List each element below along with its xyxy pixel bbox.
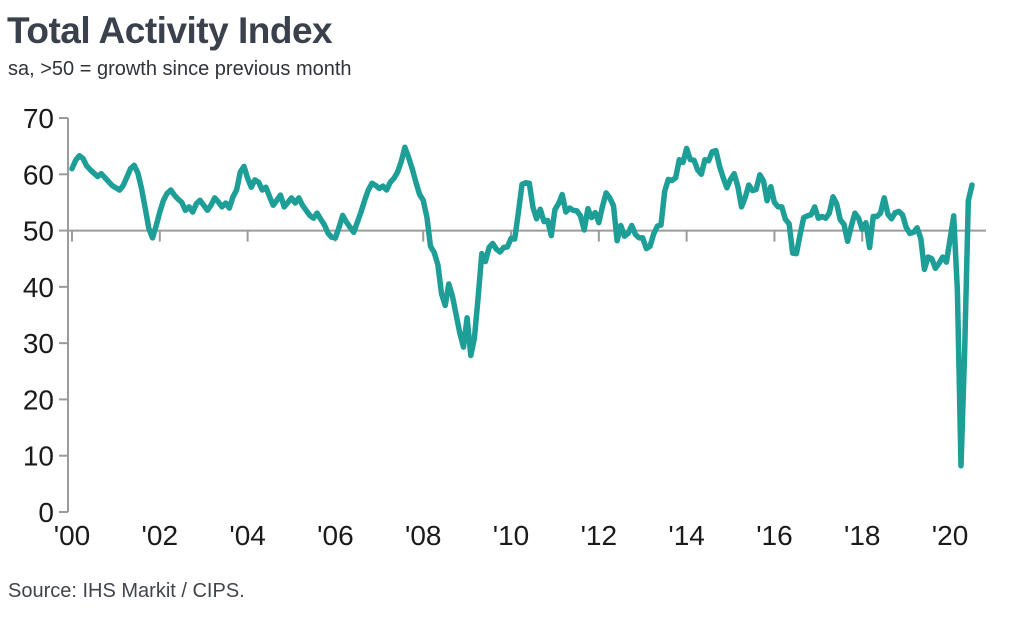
chart-subtitle: sa, >50 = growth since previous month (8, 58, 352, 80)
y-axis-label: 10 (23, 441, 54, 472)
y-axis-label: 50 (23, 216, 54, 247)
y-axis-label: 30 (23, 328, 54, 359)
x-axis-label: '20 (932, 520, 969, 551)
x-axis-label: '02 (142, 520, 179, 551)
total-activity-index-line (69, 144, 975, 469)
y-axis-label: 70 (23, 103, 54, 134)
x-axis-label: '06 (317, 520, 354, 551)
x-axis-label: '08 (405, 520, 442, 551)
x-axis-label: '16 (756, 520, 793, 551)
y-axis-label: 40 (23, 272, 54, 303)
x-axis-label: '00 (54, 520, 91, 551)
x-axis-label: '12 (581, 520, 618, 551)
y-axis-label: 0 (38, 497, 54, 528)
x-axis-label: '14 (668, 520, 705, 551)
y-axis-label: 60 (23, 159, 54, 190)
x-axis-label: '04 (229, 520, 266, 551)
x-axis-label: '10 (493, 520, 530, 551)
chart-title: Total Activity Index (7, 10, 333, 51)
source-note: Source: IHS Markit / CIPS. (8, 580, 245, 602)
x-axis-label: '18 (844, 520, 881, 551)
y-axis-label: 20 (23, 384, 54, 415)
